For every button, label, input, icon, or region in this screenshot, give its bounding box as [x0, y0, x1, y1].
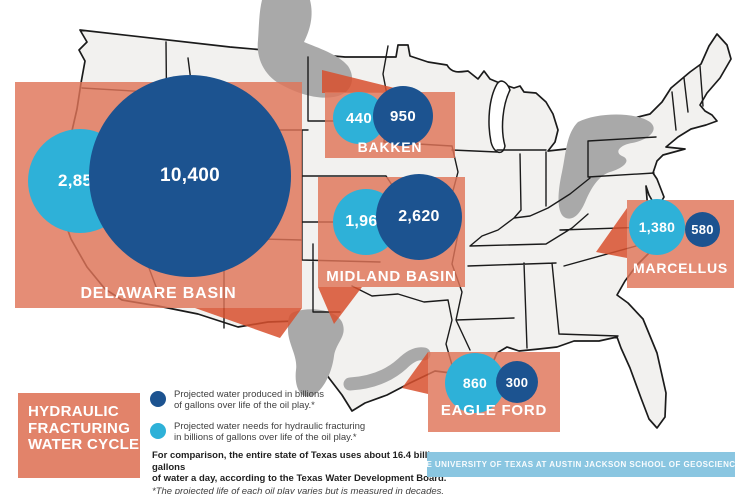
- credit-bar: THE UNIVERSITY OF TEXAS AT AUSTIN JACKSO…: [415, 452, 747, 477]
- eagleford-pointer: [402, 352, 428, 394]
- eagleford-shale-region: [343, 347, 431, 391]
- title-line-2: FRACTURING: [28, 419, 131, 437]
- delaware-produced-bubble: 10,400: [89, 75, 291, 277]
- marcellus-produced-bubble: 580: [685, 212, 720, 247]
- marcellus-pointer: [596, 208, 627, 258]
- eagleford-produced-bubble: 300: [496, 361, 538, 403]
- bakken-produced-bubble: 950: [373, 86, 433, 146]
- midland-produced-value: 2,620: [398, 208, 440, 225]
- legend-row-needs: Projected water needs for hydraulic frac…: [150, 421, 420, 443]
- title-line-1: HYDRAULIC: [28, 403, 120, 420]
- marcellus-needs-value: 1,380: [638, 219, 676, 235]
- produced-legend-dot: [150, 391, 166, 407]
- marcellus-needs-bubble: 1,380: [629, 199, 685, 255]
- eagleford-needs-bubble: 860: [445, 353, 505, 413]
- marcellus-shale-region: [558, 114, 654, 219]
- bakken-produced-value: 950: [390, 107, 416, 125]
- credit-text: THE UNIVERSITY OF TEXAS AT AUSTIN JACKSO…: [414, 460, 748, 469]
- legend: Projected water produced in billions of …: [150, 389, 420, 453]
- lake-michigan: [488, 80, 511, 154]
- footnote-bold-line-1: For comparison, the entire state of Texa…: [152, 450, 442, 473]
- midland-basin-label: MIDLAND BASIN: [326, 268, 457, 285]
- eagleford-needs-value: 860: [462, 375, 488, 391]
- needs-legend-line-2: in billions of gallons over life of the …: [174, 432, 357, 443]
- delaware-basin-label: DELAWARE BASIN: [80, 285, 237, 302]
- needs-legend-line-1: Projected water needs for hydraulic frac…: [174, 421, 366, 432]
- marcellus-produced-value: 580: [691, 222, 714, 237]
- marcellus-basin-label: MARCELLUS: [632, 260, 729, 276]
- delaware-pointer: [195, 308, 302, 338]
- footnote-italic: *The projected life of each oil play var…: [152, 485, 445, 494]
- eagleford-produced-value: 300: [505, 374, 529, 390]
- midland-produced-bubble: 2,620: [376, 174, 462, 260]
- midland-pointer: [318, 287, 362, 324]
- produced-legend-line-2: of gallons over life of the oil play.*: [174, 400, 315, 411]
- bakken-basin-label: BAKKEN: [357, 139, 423, 155]
- produced-legend-line-1: Projected water produced in billions: [174, 389, 324, 400]
- permian-shale-region: [288, 309, 344, 397]
- legend-row-produced: Projected water produced in billions of …: [150, 389, 420, 411]
- title-box: HYDRAULIC FRACTURING WATER CYCLE: [18, 393, 140, 478]
- footnote-bold-line-2: of water a day, according to the Texas W…: [152, 473, 447, 484]
- needs-legend-dot: [150, 423, 166, 439]
- bakken-needs-value: 440: [346, 109, 372, 127]
- delaware-produced-value: 10,400: [160, 165, 220, 186]
- title-line-3: WATER CYCLE: [28, 436, 140, 453]
- footnote: For comparison, the entire state of Texa…: [152, 450, 452, 494]
- eagleford-basin-label: EAGLE FORD: [440, 402, 548, 419]
